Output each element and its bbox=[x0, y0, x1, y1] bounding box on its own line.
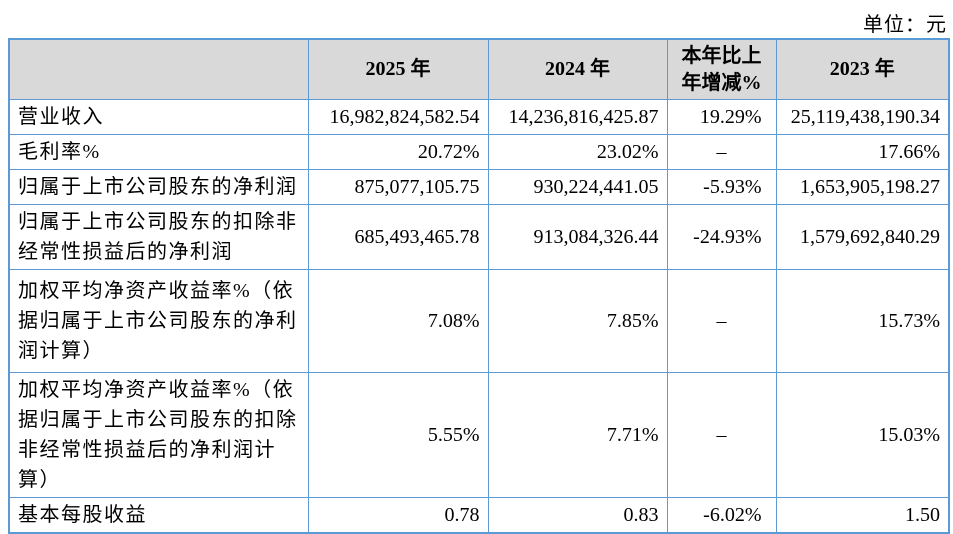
table-row-eps: 基本每股收益 0.78 0.83 -6.02% 1.50 bbox=[8, 497, 950, 534]
table-cell: 7.85% bbox=[487, 269, 668, 373]
table-row-net-profit: 归属于上市公司股东的净利润 875,077,105.75 930,224,441… bbox=[8, 169, 950, 205]
table-row-weighted-roe: 加权平均净资产收益率%（依据归属于上市公司股东的净利润计算） 7.08% 7.8… bbox=[8, 269, 950, 373]
row-label: 基本每股收益 bbox=[8, 497, 309, 534]
table-cell: 0.78 bbox=[307, 497, 489, 534]
table-cell: – bbox=[666, 134, 777, 170]
table-cell: 7.71% bbox=[487, 372, 668, 498]
table-cell: 23.02% bbox=[487, 134, 668, 170]
table-cell: 15.03% bbox=[775, 372, 950, 498]
table-cell: 913,084,326.44 bbox=[487, 204, 668, 270]
table-cell: 7.08% bbox=[307, 269, 489, 373]
table-cell: 17.66% bbox=[775, 134, 950, 170]
row-label: 归属于上市公司股东的扣除非经常性损益后的净利润 bbox=[8, 204, 309, 270]
row-label: 加权平均净资产收益率%（依据归属于上市公司股东的净利润计算） bbox=[8, 269, 309, 373]
table-cell: 1.50 bbox=[775, 497, 950, 534]
column-header-yoy-change: 本年比上年增减% bbox=[666, 38, 777, 100]
row-label: 归属于上市公司股东的净利润 bbox=[8, 169, 309, 205]
header-row: 2025 年 2024 年 本年比上年增减% 2023 年 bbox=[8, 38, 950, 100]
table-cell: 930,224,441.05 bbox=[487, 169, 668, 205]
table-row-gross-margin: 毛利率% 20.72% 23.02% – 17.66% bbox=[8, 134, 950, 170]
table-cell: 16,982,824,582.54 bbox=[307, 99, 489, 135]
table-cell: – bbox=[666, 372, 777, 498]
table-row-weighted-roe-deducted: 加权平均净资产收益率%（依据归属于上市公司股东的扣除非经常性损益后的净利润计算）… bbox=[8, 372, 950, 498]
table-cell: -24.93% bbox=[666, 204, 777, 270]
column-header-2025: 2025 年 bbox=[307, 38, 489, 100]
table-cell: -5.93% bbox=[666, 169, 777, 205]
table-row-deducted-net-profit: 归属于上市公司股东的扣除非经常性损益后的净利润 685,493,465.78 9… bbox=[8, 204, 950, 270]
table-cell: – bbox=[666, 269, 777, 373]
unit-label: 单位：元 bbox=[863, 14, 947, 36]
table-cell: 20.72% bbox=[307, 134, 489, 170]
table-cell: 685,493,465.78 bbox=[307, 204, 489, 270]
table-cell: 1,579,692,840.29 bbox=[775, 204, 950, 270]
yoy-header-line-2: 年增减% bbox=[681, 71, 762, 94]
column-header-metric bbox=[8, 38, 309, 100]
table-cell: 15.73% bbox=[775, 269, 950, 373]
column-header-2024: 2024 年 bbox=[487, 38, 668, 100]
table-cell: 5.55% bbox=[307, 372, 489, 498]
row-label: 营业收入 bbox=[8, 99, 309, 135]
yoy-header-line-1: 本年比上 bbox=[681, 44, 762, 67]
table-cell: 875,077,105.75 bbox=[307, 169, 489, 205]
column-header-2023: 2023 年 bbox=[775, 38, 950, 100]
table-cell: 25,119,438,190.34 bbox=[775, 99, 950, 135]
table-row-revenue: 营业收入 16,982,824,582.54 14,236,816,425.87… bbox=[8, 99, 950, 135]
table-cell: 1,653,905,198.27 bbox=[775, 169, 950, 205]
row-label: 毛利率% bbox=[8, 134, 309, 170]
table-cell: 19.29% bbox=[666, 99, 777, 135]
table-cell: 0.83 bbox=[487, 497, 668, 534]
table-cell: -6.02% bbox=[666, 497, 777, 534]
row-label: 加权平均净资产收益率%（依据归属于上市公司股东的扣除非经常性损益后的净利润计算） bbox=[8, 372, 309, 498]
financial-summary-table: 2025 年 2024 年 本年比上年增减% 2023 年 营业收入 16,98… bbox=[8, 38, 950, 534]
table-cell: 14,236,816,425.87 bbox=[487, 99, 668, 135]
